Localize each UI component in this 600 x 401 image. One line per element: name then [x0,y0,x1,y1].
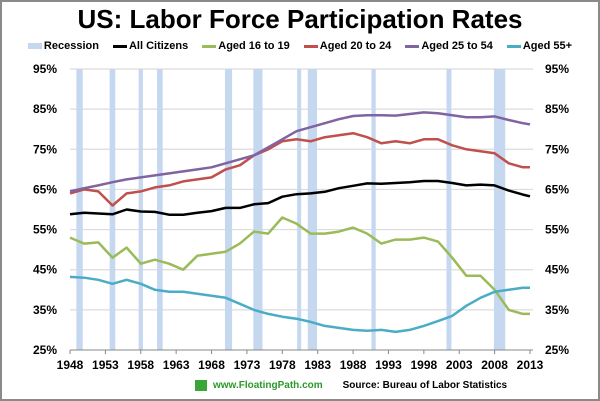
recession-band [157,69,163,350]
recession-band [371,69,376,350]
x-tick-label: 1988 [340,358,367,372]
legend-label: All Citizens [128,40,189,52]
recession-band [76,69,83,350]
x-tick-label: 2013 [517,358,544,372]
recession-band [297,69,302,350]
legend-label: Aged 25 to 54 [421,40,493,52]
recession-band [493,69,506,350]
series-line-aged-16-to-19 [69,216,530,316]
footer-source: Source: Bureau of Labor Statistics [342,380,508,391]
recession-band [307,69,317,350]
legend-swatch [303,44,318,48]
legend-item: All Citizens [112,40,189,52]
y-tick-label-left: 45% [33,263,57,277]
x-tick-label: 1958 [127,358,154,372]
y-tick-label-left: 55% [33,223,57,237]
legend-label: Aged 20 to 24 [319,40,392,52]
y-tick-label-left: 85% [33,102,57,116]
y-tick-label-right: 65% [545,182,569,196]
legend-label: Aged 55+ [522,40,573,52]
y-tick-label-right: 25% [545,343,569,357]
legend-swatch [202,44,217,48]
x-tick-label: 1953 [92,358,119,372]
legend-item: Aged 20 to 24 [303,40,392,52]
x-tick-label: 1998 [410,358,437,372]
series-line-aged-20-to-24 [69,131,530,207]
y-tick-label-right: 45% [545,263,569,277]
recession-band [446,69,452,350]
footer: www.FloatingPath.com Source: Bureau of L… [195,380,507,391]
x-tick-label: 1973 [234,358,261,372]
y-tick-label-left: 75% [33,142,57,156]
x-tick-label: 1963 [163,358,190,372]
y-tick-label-right: 85% [545,102,569,116]
recession-band [109,69,116,350]
x-tick-label: 1983 [304,358,331,372]
x-tick-label: 1978 [269,358,296,372]
y-tick-label-left: 95% [33,62,57,76]
legend-item: Recession [27,40,99,52]
y-tick-label-right: 55% [545,223,569,237]
legend-label: Recession [43,40,99,52]
legend: Recession All Citizens Aged 16 to 19 Aged 2… [0,40,600,52]
y-tick-label-left: 65% [33,182,57,196]
y-tick-label-right: 75% [545,142,569,156]
x-tick-label: 1968 [198,358,225,372]
legend-swatch [506,44,521,48]
chart-title: US: Labor Force Participation Rates [77,4,523,34]
legend-swatch [405,44,420,48]
x-tick-label: 1993 [375,358,402,372]
y-tick-label-left: 35% [33,303,57,317]
footer-site-link[interactable]: www.FloatingPath.com [213,380,323,391]
series-line-aged-55- [69,275,530,334]
legend-swatch [27,43,42,49]
legend-swatch [112,44,127,48]
x-tick-label: 2003 [446,358,473,372]
x-tick-label: 2008 [481,358,508,372]
legend-item: Aged 55+ [506,40,573,52]
x-tick-label: 1948 [57,358,84,372]
legend-item: Aged 16 to 19 [202,40,290,52]
recession-band [224,69,233,350]
y-tick-label-left: 25% [33,343,57,357]
floatingpath-logo-icon [195,380,207,391]
series-line-aged-25-to-54 [69,111,531,193]
recession-band [253,69,263,350]
series-line-all-citizens [69,179,531,216]
legend-item: Aged 25 to 54 [405,40,493,52]
y-tick-label-right: 95% [545,62,569,76]
y-tick-label-right: 35% [545,303,569,317]
recession-band [138,69,143,350]
legend-label: Aged 16 to 19 [218,40,290,52]
